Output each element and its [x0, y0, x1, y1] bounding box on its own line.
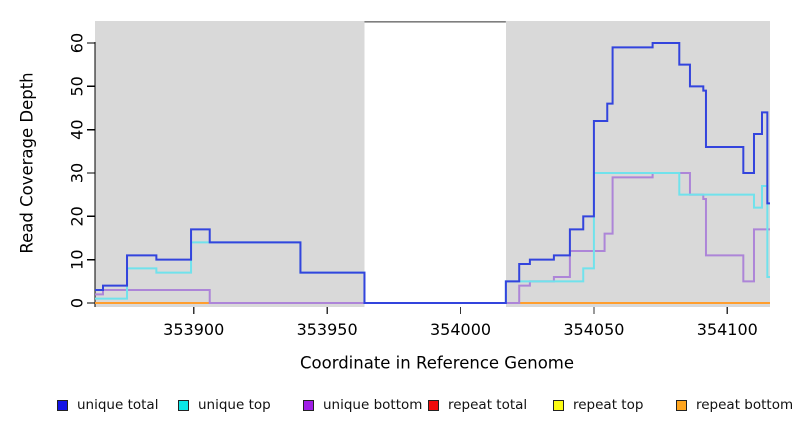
legend-item-repeat-total: repeat total [428, 395, 527, 415]
legend-label: repeat bottom [696, 397, 792, 413]
legend-label: unique top [198, 397, 271, 413]
legend-swatch-icon [676, 399, 687, 411]
legend-item-unique-top: unique top [178, 395, 271, 415]
legend-swatch-icon [553, 399, 564, 411]
x-tick-label: 354000 [430, 320, 491, 339]
y-tick-label: 0 [68, 298, 87, 308]
y-tick-label: 40 [68, 119, 87, 139]
x-tick-label: 354100 [697, 320, 758, 339]
legend-item-repeat-bottom: repeat bottom [676, 395, 792, 415]
x-tick-label: 354050 [563, 320, 624, 339]
legend-item-unique-total: unique total [57, 395, 158, 415]
x-axis-title: Coordinate in Reference Genome [299, 353, 575, 373]
x-tick-label: 353950 [297, 320, 358, 339]
y-tick-label: 30 [68, 163, 87, 183]
y-axis-title: Read Coverage Depth [17, 72, 37, 254]
y-tick-label: 50 [68, 76, 87, 96]
legend-swatch-icon [428, 399, 439, 411]
legend-label: unique bottom [323, 397, 423, 413]
legend-swatch-icon [178, 399, 189, 411]
legend-item-repeat-top: repeat top [553, 395, 643, 415]
legend-swatch-icon [57, 399, 68, 411]
legend-label: unique total [77, 397, 159, 413]
series-unique-top [95, 172, 770, 304]
series-unique-total [95, 42, 770, 304]
y-tick-label: 60 [68, 33, 87, 53]
legend-label: repeat total [448, 397, 528, 413]
y-tick-label: 10 [68, 249, 87, 269]
y-tick-label: 20 [68, 206, 87, 226]
legend: unique total unique top unique bottom repea… [0, 395, 792, 419]
legend-item-unique-bottom: unique bottom [303, 395, 422, 415]
legend-swatch-icon [303, 399, 314, 411]
x-tick-label: 353900 [163, 320, 224, 339]
legend-label: repeat top [573, 397, 644, 413]
gap-band [364, 21, 506, 307]
